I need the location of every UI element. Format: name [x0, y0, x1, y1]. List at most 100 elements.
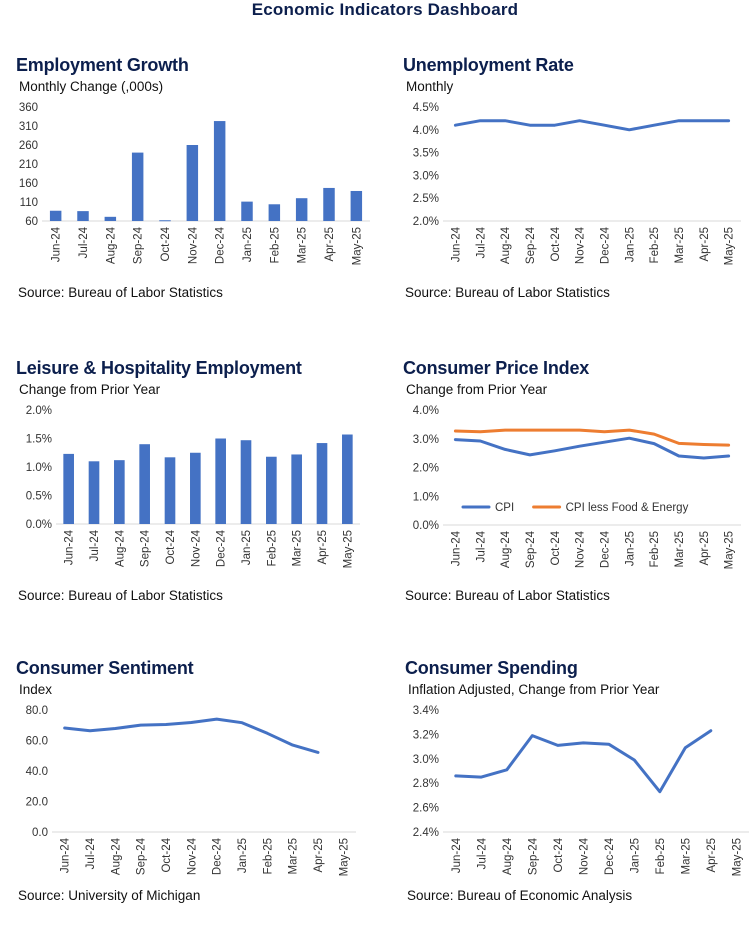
bar [186, 145, 199, 221]
legend-label: CPI less Food & Energy [566, 502, 689, 514]
y-tick-label: 2.0% [26, 405, 52, 417]
bar [63, 453, 74, 524]
bar [88, 461, 100, 524]
x-tick-label: Mar-25 [292, 530, 304, 566]
y-tick-label: 3.4% [413, 705, 439, 717]
x-tick-label: Aug-24 [110, 837, 122, 875]
y-tick-label: 0.0% [413, 520, 439, 532]
x-tick-label: Jun-24 [450, 226, 462, 262]
x-tick-label: Jul-24 [89, 529, 101, 561]
x-tick-label: Jun-24 [51, 226, 63, 262]
chart-subtitle: Change from Prior Year [19, 382, 161, 397]
y-tick-label: 60 [25, 216, 38, 228]
chart-source: Source: Bureau of Labor Statistics [405, 285, 610, 300]
x-tick-label: Mar-25 [674, 227, 686, 263]
x-tick-label: Jun-24 [451, 837, 463, 873]
chart-title: Consumer Price Index [403, 358, 590, 378]
x-tick-label: May-25 [724, 227, 736, 265]
y-tick-label: 3.0% [413, 754, 439, 766]
chart-panel-consumer-price-index: Consumer Price Index Change from Prior Y… [403, 358, 750, 648]
x-tick-label: Feb-25 [269, 227, 281, 263]
x-tick-label: Nov-24 [575, 226, 587, 264]
y-tick-label: 2.8% [413, 778, 439, 790]
x-tick-label: May-25 [351, 227, 363, 265]
employment-growth-chart: 60 110 160 210 260 310 360 Jun-24 Jul-24 Aug-24 Se… [19, 102, 370, 265]
bar [49, 210, 62, 221]
x-tick-label: Feb-25 [655, 838, 667, 874]
chart-source: Source: Bureau of Labor Statistics [18, 285, 223, 300]
chart-source: Source: Bureau of Labor Statistics [405, 588, 610, 603]
x-tick-label: Sep-24 [140, 529, 152, 567]
x-tick-label: Jun-24 [64, 529, 76, 565]
y-tick-label: 3.5% [413, 148, 439, 160]
bar [342, 434, 353, 524]
y-tick-label: 2.6% [413, 803, 439, 815]
y-tick-label: 2.0% [413, 463, 439, 475]
x-tick-label: May-25 [731, 838, 743, 876]
x-tick-label: Jun-24 [450, 530, 462, 566]
series-line [453, 428, 731, 447]
x-tick-label: Nov-24 [190, 529, 202, 567]
chart-subtitle: Change from Prior Year [406, 382, 548, 397]
legend-label: CPI [495, 502, 514, 514]
chart-subtitle: Index [19, 682, 53, 697]
x-tick-label: Jan-25 [624, 531, 636, 566]
series-line [63, 717, 320, 754]
x-tick-label: Aug-24 [500, 530, 512, 568]
x-tick-label: Feb-25 [649, 531, 661, 567]
y-tick-label: 60.0 [26, 736, 48, 748]
series-line [454, 729, 713, 794]
x-tick-label: Oct-24 [160, 226, 172, 261]
x-tick-label: May-25 [342, 530, 354, 568]
x-tick-label: Oct-24 [550, 226, 562, 261]
bar [215, 438, 226, 524]
bar [139, 444, 150, 524]
bar [323, 187, 335, 221]
y-tick-label: 260 [19, 140, 38, 152]
x-tick-label: Dec-24 [215, 226, 227, 264]
x-tick-label: Apr-25 [313, 838, 325, 873]
chart-panel-employment-growth: Employment Growth Monthly Change (,000s)… [16, 55, 376, 345]
y-tick-label: 210 [19, 159, 38, 171]
x-tick-label: Jul-24 [85, 837, 97, 869]
x-tick-label: Dec-24 [604, 837, 616, 875]
x-tick-label: Aug-24 [500, 226, 512, 264]
x-tick-label: Apr-25 [324, 227, 336, 262]
y-tick-label: 2.4% [413, 827, 439, 839]
y-tick-label: 1.0% [26, 462, 52, 474]
x-tick-label: Aug-24 [105, 226, 117, 264]
chart-title: Employment Growth [16, 55, 189, 75]
chart-panel-consumer-sentiment: Consumer Sentiment Index 0.0 20.0 40.0 60.0… [16, 658, 376, 948]
series-line [453, 119, 731, 132]
y-tick-label: 4.0% [413, 405, 439, 417]
x-tick-label: Oct-24 [553, 837, 565, 872]
x-tick-label: Dec-24 [599, 530, 611, 568]
x-tick-label: Sep-24 [527, 837, 539, 875]
x-tick-label: Mar-25 [674, 531, 686, 567]
x-tick-label: Aug-24 [502, 837, 514, 875]
page-title: Economic Indicators Dashboard [251, 0, 519, 19]
y-tick-label: 80.0 [26, 705, 48, 717]
y-tick-label: 40.0 [26, 766, 48, 778]
x-tick-label: Nov-24 [578, 837, 590, 875]
x-tick-label: Feb-25 [649, 227, 661, 263]
bar [131, 152, 144, 221]
x-tick-label: Feb-25 [262, 838, 274, 874]
x-tick-label: May-25 [338, 838, 350, 876]
x-tick-label: Apr-25 [317, 530, 329, 565]
consumer-price-index-chart: 0.0% 1.0% 2.0% 3.0% 4.0% Jun-24 Jul-24 Aug-24 Se… [413, 405, 741, 569]
consumer-spending-chart: 2.4% 2.6% 2.8% 3.0% 3.2% 3.4% Jun-24 Jul-24 Aug-… [413, 705, 749, 876]
chart-panel-leisure-hospitality: Leisure & Hospitality Employment Change … [16, 358, 376, 648]
x-tick-label: May-25 [724, 531, 736, 569]
x-tick-label: Aug-24 [114, 529, 126, 567]
bar [350, 190, 363, 221]
x-tick-label: Apr-25 [699, 531, 711, 566]
x-tick-label: Jan-25 [242, 227, 254, 262]
y-tick-label: 360 [19, 102, 38, 114]
chart-title: Unemployment Rate [403, 55, 574, 75]
x-tick-label: Dec-24 [212, 837, 224, 875]
chart-panel-consumer-spending: Consumer Spending Inflation Adjusted, Ch… [405, 658, 750, 948]
y-tick-label: 110 [20, 197, 38, 209]
x-tick-label: Nov-24 [575, 530, 587, 568]
y-tick-label: 310 [19, 121, 38, 133]
